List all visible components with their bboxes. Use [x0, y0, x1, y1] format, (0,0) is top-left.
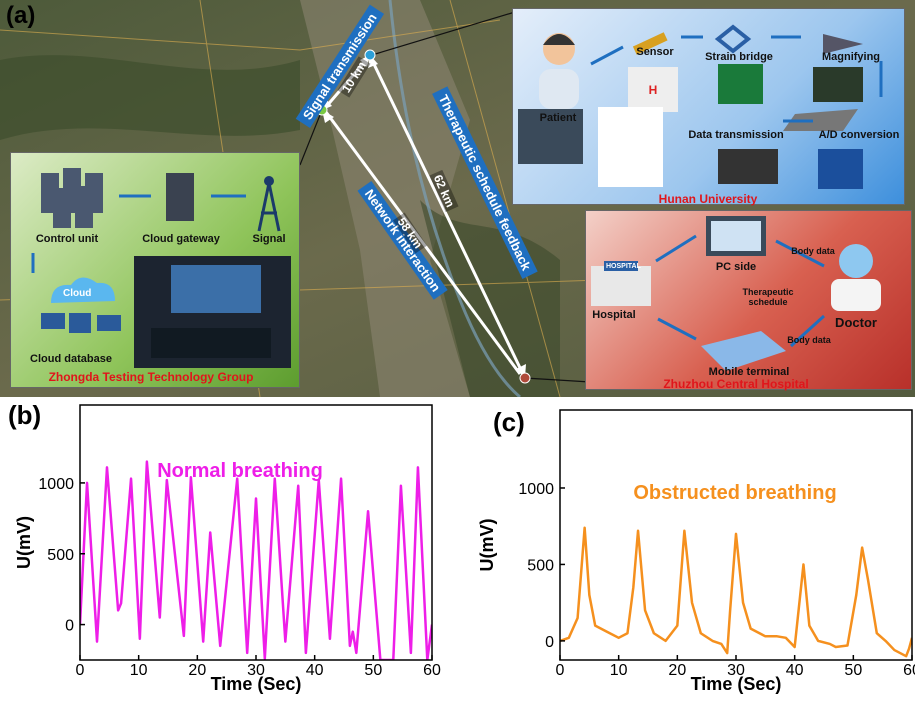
node-label: Control unit [36, 233, 98, 245]
x-tick-label: 10 [130, 662, 148, 679]
group-title: Zhuzhou Central Hospital [663, 377, 808, 391]
node-label: A/D conversion [819, 129, 900, 141]
x-axis-label: Time (Sec) [691, 674, 782, 694]
y-tick-label: 0 [545, 634, 554, 651]
icon-label: Cloud [63, 288, 91, 299]
figure: (a) Signal transmission Therapeutic sche… [0, 0, 915, 714]
x-tick-label: 10 [610, 662, 628, 679]
x-tick-label: 50 [364, 662, 382, 679]
group-title: Hunan University [659, 192, 758, 206]
node-label: Hospital [592, 309, 635, 321]
node-label: Doctor [835, 315, 877, 330]
hunan-icons: H [513, 9, 906, 206]
y-tick-label: 0 [65, 618, 74, 635]
icon-label: HOSPITAL [606, 263, 641, 270]
edge-label: Body data [791, 246, 835, 256]
x-tick-label: 40 [786, 662, 804, 679]
annotation: Obstructed breathing [633, 482, 836, 504]
x-tick-label: 0 [76, 662, 85, 679]
y-axis-label: U(mV) [477, 518, 497, 571]
y-tick-label: 1000 [38, 476, 74, 493]
hospital-panel: HOSPITAL PC side Hospital Doctor Mobile … [585, 210, 912, 390]
node-label: Strain bridge [705, 51, 773, 63]
edge-label: Therapeutic schedule [733, 287, 803, 307]
x-tick-label: 20 [188, 662, 206, 679]
panel-label: (b) [8, 400, 41, 430]
annotation: Normal breathing [157, 460, 323, 482]
node-label: Sensor [636, 46, 673, 58]
node-label: Cloud gateway [142, 233, 220, 245]
zhongda-panel: Cloud Signal Cloud gateway Control unit … [10, 152, 300, 388]
edge-label: Body data [787, 335, 831, 345]
svg-text:H: H [649, 83, 658, 97]
data-line [560, 528, 912, 656]
y-axis-label: U(mV) [14, 516, 34, 569]
y-tick-label: 1000 [518, 481, 554, 498]
x-tick-label: 20 [668, 662, 686, 679]
hunan-panel: H Patient Sensor Strain bridge Magnifyin… [512, 8, 905, 205]
panel-label: (c) [493, 407, 525, 437]
x-tick-label: 40 [306, 662, 324, 679]
data-line [80, 462, 432, 660]
group-title: Zhongda Testing Technology Group [49, 370, 254, 384]
x-tick-label: 60 [903, 662, 915, 679]
x-tick-label: 50 [844, 662, 862, 679]
node-label: Cloud database [30, 353, 112, 365]
x-axis-label: Time (Sec) [211, 674, 302, 694]
node-label: Signal [252, 233, 285, 245]
node-label: Magnifying [822, 51, 880, 63]
x-tick-label: 0 [556, 662, 565, 679]
y-tick-label: 500 [47, 547, 74, 564]
x-tick-label: 60 [423, 662, 441, 679]
node-label: PC side [716, 261, 756, 273]
node-label: Data transmission [688, 129, 783, 141]
panel-label: (a) [6, 2, 35, 30]
y-tick-label: 500 [527, 557, 554, 574]
node-label: Patient [540, 112, 577, 124]
